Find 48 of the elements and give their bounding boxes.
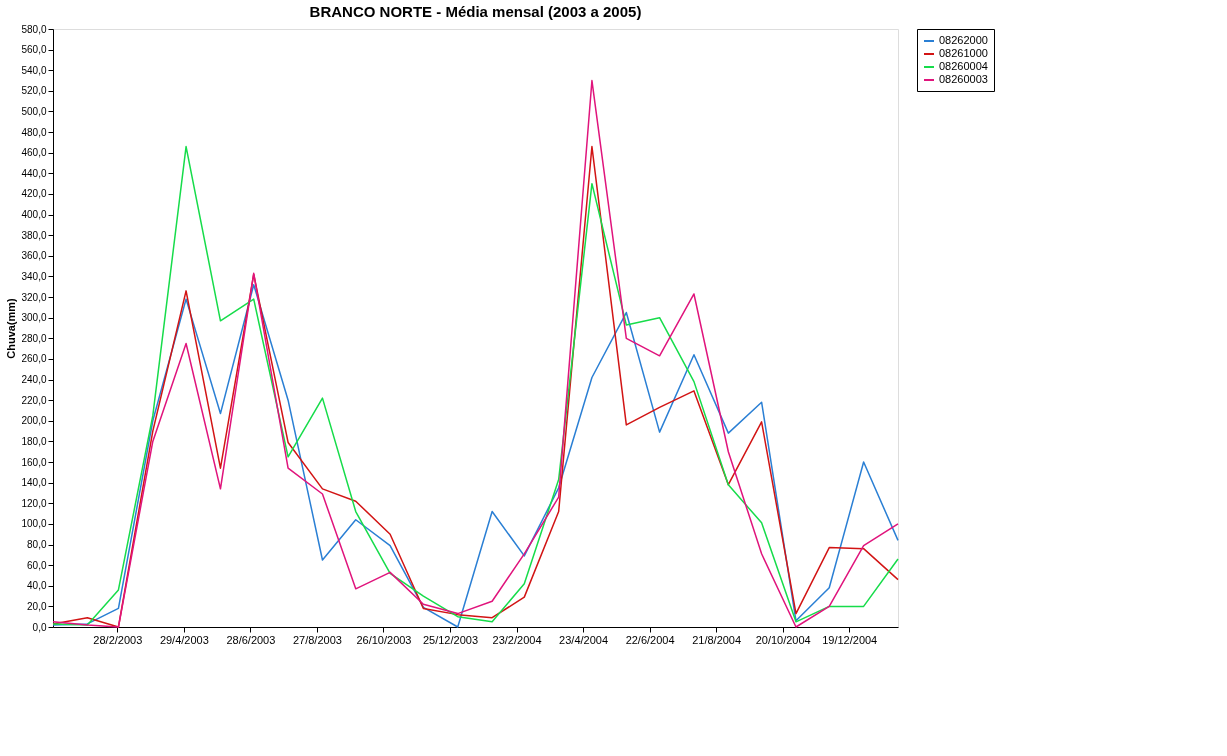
y-tick-label: 0,0 [32,621,47,633]
chart-title: BRANCO NORTE - Média mensal (2003 a 2005) [309,3,642,20]
y-tick-label: 540,0 [21,64,47,76]
y-tick-label: 140,0 [21,477,47,489]
y-tick-label: 580,0 [21,23,47,35]
y-tick-label: 360,0 [21,250,47,262]
y-tick-label: 400,0 [21,209,47,221]
y-axis-title: Chuva(mm) [5,297,18,359]
legend-label: 08260004 [939,60,988,72]
legend-label: 08261000 [939,47,988,59]
y-tick-label: 280,0 [21,332,47,344]
y-tick-label: 240,0 [21,374,47,386]
x-tick-label: 23/4/2004 [559,633,609,646]
x-tick-label: 22/6/2004 [625,633,675,646]
x-tick-label: 26/10/2003 [356,633,412,646]
y-tick-label: 20,0 [27,600,47,612]
x-tick-label: 29/4/2003 [159,633,209,646]
y-tick-label: 380,0 [21,229,47,241]
y-tick-label: 220,0 [21,394,47,406]
y-tick-label: 80,0 [27,539,47,551]
x-tick-label: 20/10/2004 [755,633,811,646]
y-tick-label: 120,0 [21,497,47,509]
y-tick-label: 100,0 [21,518,47,530]
x-tick-label: 27/8/2003 [292,633,342,646]
y-tick-label: 320,0 [21,291,47,303]
x-tick-label: 19/12/2004 [822,633,878,646]
legend-label: 08260003 [939,73,988,85]
x-tick-label: 23/2/2004 [492,633,542,646]
y-tick-label: 520,0 [21,85,47,97]
y-tick-label: 440,0 [21,167,47,179]
y-tick-label: 560,0 [21,44,47,56]
y-tick-label: 460,0 [21,147,47,159]
y-tick-label: 480,0 [21,126,47,138]
x-tick-label: 28/2/2003 [93,633,143,646]
x-tick-label: 28/6/2003 [226,633,276,646]
y-tick-label: 420,0 [21,188,47,200]
y-tick-label: 260,0 [21,353,47,365]
x-tick-label: 21/8/2004 [692,633,742,646]
legend-label: 08262000 [939,34,988,46]
y-tick-label: 500,0 [21,105,47,117]
y-tick-label: 160,0 [21,456,47,468]
y-tick-label: 40,0 [27,580,47,592]
y-tick-label: 200,0 [21,415,47,427]
y-tick-label: 60,0 [27,559,47,571]
y-tick-label: 300,0 [21,312,47,324]
x-tick-label: 25/12/2003 [422,633,479,646]
y-tick-label: 340,0 [21,270,47,282]
y-tick-label: 180,0 [21,435,47,447]
